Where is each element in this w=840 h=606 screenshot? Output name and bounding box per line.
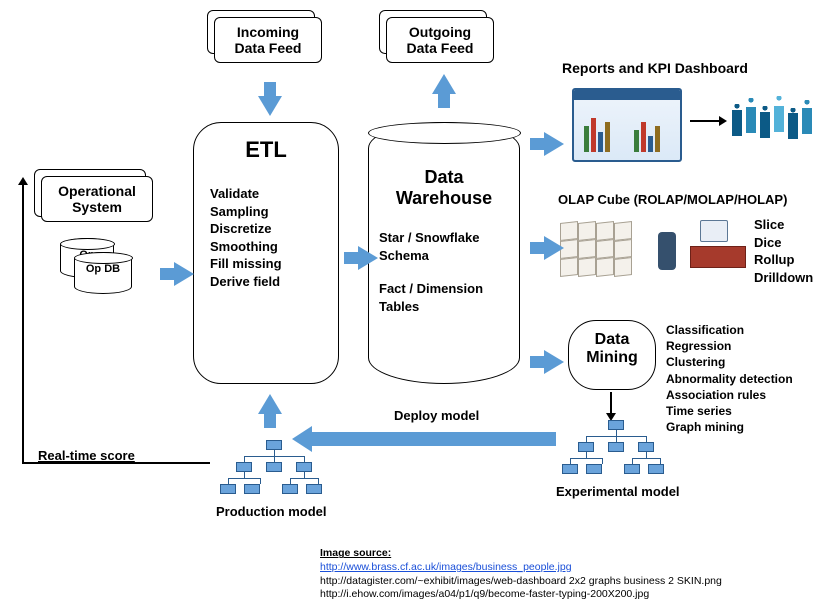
dw-cylinder: Data Warehouse Star / Snowflake Schema F… xyxy=(368,122,520,384)
olap-op: Slice xyxy=(754,216,813,234)
mining-item: Time series xyxy=(666,403,793,419)
arrow-opdb-to-etl xyxy=(174,262,194,286)
etl-item: Derive field xyxy=(210,273,322,291)
etl-item: Discretize xyxy=(210,220,322,238)
realtime-label: Real-time score xyxy=(38,448,135,463)
etl-item: Sampling xyxy=(210,203,322,221)
arrow-dw-to-mining xyxy=(544,350,564,374)
dashboard-thumb xyxy=(572,88,682,162)
operational-system-label: Operational System xyxy=(58,183,136,215)
analyst-icon xyxy=(650,214,748,278)
exp-label: Experimental model xyxy=(556,484,680,499)
arrow-dw-to-reports xyxy=(544,132,564,156)
reports-title: Reports and KPI Dashboard xyxy=(562,60,748,76)
mining-item: Classification xyxy=(666,322,793,338)
etl-item: Validate xyxy=(210,185,322,203)
mining-item: Regression xyxy=(666,338,793,354)
etl-list: Validate Sampling Discretize Smoothing F… xyxy=(210,185,322,290)
arrow-incoming-to-etl xyxy=(258,96,282,116)
footer-link: http://i.ehow.com/images/a04/p1/q9/becom… xyxy=(320,588,649,600)
arrow-mining-to-exp xyxy=(610,392,612,414)
mining-item: Association rules xyxy=(666,387,793,403)
people-icon xyxy=(730,86,826,146)
rt-line-v xyxy=(22,184,24,463)
etl-box: ETL Validate Sampling Discretize Smoothi… xyxy=(193,122,339,384)
arrow-dw-to-olap xyxy=(544,236,564,260)
incoming-feed-label: Incoming Data Feed xyxy=(235,24,302,56)
deploy-label: Deploy model xyxy=(394,408,479,423)
incoming-feed-box: Incoming Data Feed xyxy=(214,17,322,63)
mining-title: Data Mining xyxy=(577,331,647,367)
footer: Image source: http://www.brass.cf.ac.uk/… xyxy=(320,547,722,602)
etl-item: Smoothing xyxy=(210,238,322,256)
outgoing-feed-label: Outgoing Data Feed xyxy=(407,24,474,56)
arrow-prod-to-etl xyxy=(258,394,282,414)
olap-op: Rollup xyxy=(754,251,813,269)
mining-item: Abnormality detection xyxy=(666,371,793,387)
dw-title: Data Warehouse xyxy=(369,167,519,209)
etl-item: Fill missing xyxy=(210,255,322,273)
dw-l1: Star / Snowflake Schema xyxy=(369,229,519,264)
opdb-label: Op DB xyxy=(86,263,120,275)
experimental-tree xyxy=(556,420,676,480)
operational-system-box: Operational System xyxy=(41,176,153,222)
footer-title: Image source: xyxy=(320,547,722,561)
arrow-dw-to-outgoing xyxy=(432,74,456,94)
prod-label: Production model xyxy=(216,504,327,519)
arrow-deploy-model xyxy=(312,432,556,446)
dw-l2: Fact / Dimension Tables xyxy=(369,280,519,315)
mining-item: Clustering xyxy=(666,354,793,370)
footer-link: http://datagister.com/~exhibit/images/we… xyxy=(320,575,722,587)
olap-ops: Slice Dice Rollup Drilldown xyxy=(754,216,813,286)
footer-link[interactable]: http://www.brass.cf.ac.uk/images/busines… xyxy=(320,561,572,573)
arrow-dash-to-people xyxy=(690,120,720,122)
mining-item: Graph mining xyxy=(666,419,793,435)
olap-op: Drilldown xyxy=(754,269,813,287)
arrow-etl-to-dw xyxy=(358,246,378,270)
cube-grid-icon xyxy=(560,216,648,280)
etl-title: ETL xyxy=(210,137,322,163)
mining-box: Data Mining xyxy=(568,320,656,390)
olap-op: Dice xyxy=(754,234,813,252)
mining-methods: Classification Regression Clustering Abn… xyxy=(666,322,793,435)
olap-title: OLAP Cube (ROLAP/MOLAP/HOLAP) xyxy=(558,192,787,207)
opdb-cylinder: Op DB xyxy=(74,252,132,294)
outgoing-feed-box: Outgoing Data Feed xyxy=(386,17,494,63)
production-tree xyxy=(214,440,334,500)
